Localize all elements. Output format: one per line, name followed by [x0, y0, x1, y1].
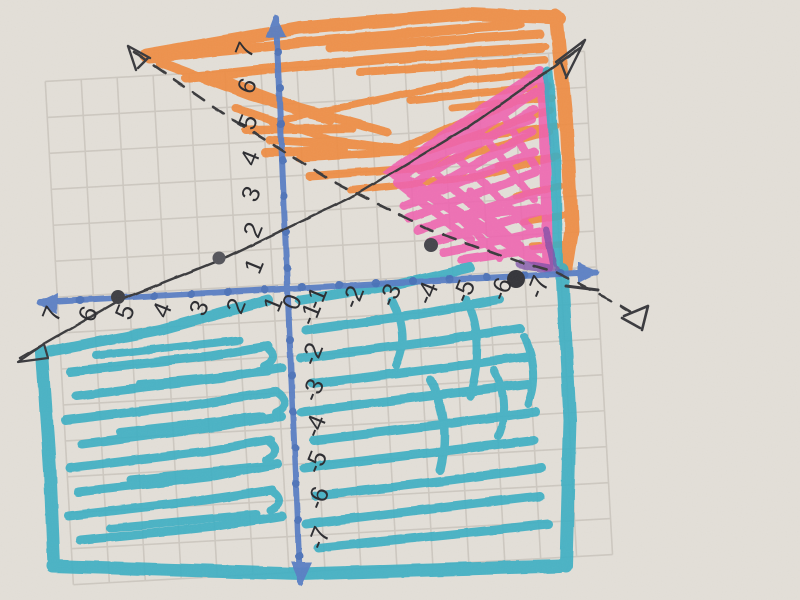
graph-canvas [0, 0, 800, 600]
graph-photo: 7 6 5 4 3 2 1 0 -1 -2 -3 -4 -5 -6 -7 1 2… [0, 0, 800, 600]
paper-grain [0, 0, 800, 600]
